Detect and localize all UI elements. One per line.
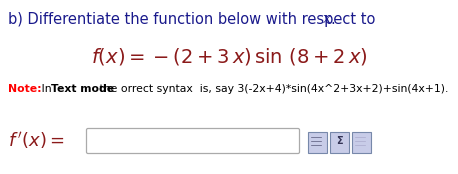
Text: .: . (330, 12, 335, 27)
Text: b) Differentiate the function below with respect to: b) Differentiate the function below with… (8, 12, 380, 27)
Text: Σ: Σ (336, 136, 342, 146)
FancyBboxPatch shape (329, 132, 349, 152)
Text: Text mode: Text mode (51, 84, 114, 94)
FancyBboxPatch shape (87, 129, 300, 153)
FancyBboxPatch shape (351, 132, 371, 152)
Text: $f(x) = -(2 + 3\,x)\,\sin\,(8 + 2\,x)$: $f(x) = -(2 + 3\,x)\,\sin\,(8 + 2\,x)$ (91, 46, 367, 67)
Text: In: In (38, 84, 55, 94)
Text: $f\,'(x) =$: $f\,'(x) =$ (8, 130, 65, 151)
Text: x: x (323, 12, 331, 26)
FancyBboxPatch shape (307, 132, 327, 152)
Text: Note:: Note: (8, 84, 42, 94)
Text: the orrect syntax  is, say 3(-2x+4)*sin(4x^2+3x+2)+sin(4x+1).: the orrect syntax is, say 3(-2x+4)*sin(4… (96, 84, 448, 94)
